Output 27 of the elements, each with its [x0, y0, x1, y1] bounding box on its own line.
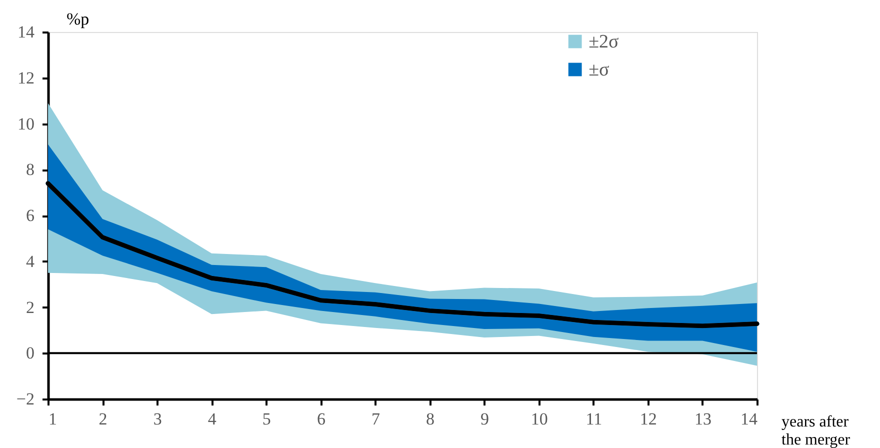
x-tick-label: 13	[694, 410, 712, 428]
y-tick-label: 14	[18, 22, 35, 42]
y-tick-label: 6	[26, 206, 34, 225]
x-tick-label: 1	[48, 410, 57, 428]
x-tick-label: 10	[530, 410, 548, 428]
x-tick-label: 3	[153, 410, 162, 428]
x-tick-label: 6	[316, 410, 326, 428]
x-tick-label: 9	[480, 410, 490, 428]
y-tick-label: 2	[26, 298, 34, 317]
x-tick-label: 12	[640, 410, 657, 428]
y-axis-title: %p	[66, 10, 90, 28]
x-tick-label: 8	[426, 410, 435, 428]
x-tick-label: 2	[98, 410, 108, 428]
y-tick-label: 10	[18, 114, 34, 134]
y-tick-label: −2	[16, 390, 34, 408]
x-tick-label: 4	[208, 410, 217, 428]
legend-label: ±2σ	[588, 32, 619, 52]
x-tick-label: 14	[740, 410, 758, 428]
y-tick-label: 12	[18, 68, 34, 88]
y-tick-label: 0	[26, 344, 34, 363]
x-tick-label: 11	[586, 410, 602, 428]
x-tick-label: 7	[371, 410, 380, 428]
y-tick-label: 4	[26, 252, 35, 271]
x-axis-title: years after the merger	[782, 414, 851, 448]
x-tick-label: 5	[262, 410, 271, 428]
y-tick-label: 8	[26, 160, 34, 180]
legend-label: ±σ	[588, 60, 610, 80]
